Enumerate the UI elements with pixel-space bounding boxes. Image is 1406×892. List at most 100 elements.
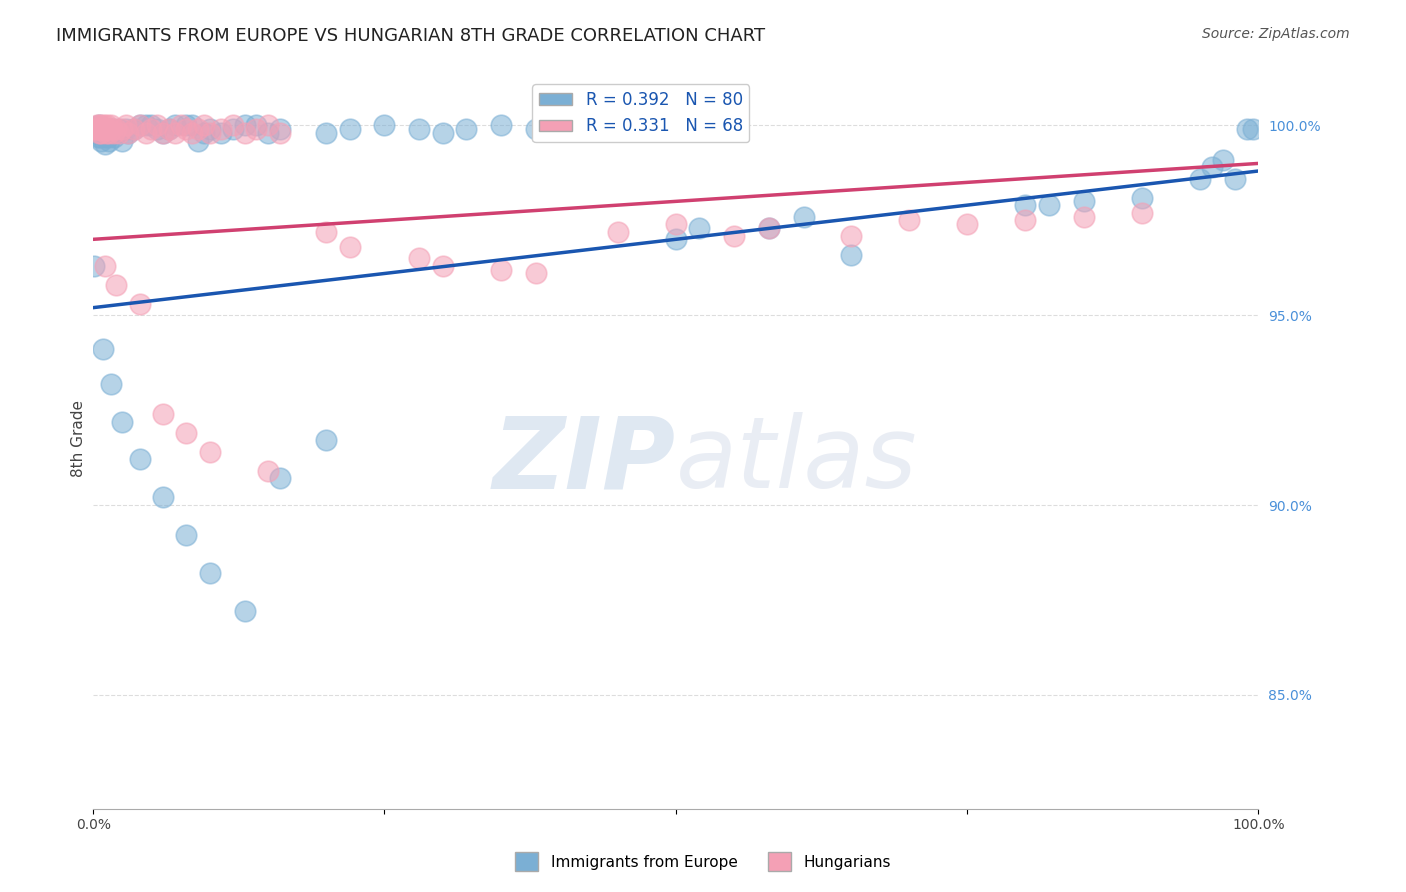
Point xyxy=(489,262,512,277)
Point xyxy=(128,452,150,467)
Point xyxy=(339,240,361,254)
Text: atlas: atlas xyxy=(676,412,917,509)
Point xyxy=(315,126,337,140)
Point xyxy=(101,122,124,136)
Point xyxy=(141,122,163,136)
Legend: R = 0.392   N = 80, R = 0.331   N = 68: R = 0.392 N = 80, R = 0.331 N = 68 xyxy=(533,84,749,142)
Point xyxy=(152,491,174,505)
Point xyxy=(94,259,117,273)
Point xyxy=(176,122,198,136)
Point xyxy=(1189,171,1212,186)
Point xyxy=(1201,160,1223,174)
Point xyxy=(181,119,204,133)
Point xyxy=(146,119,169,133)
Point xyxy=(146,122,169,136)
Point xyxy=(222,119,245,133)
Point xyxy=(209,126,232,140)
Y-axis label: 8th Grade: 8th Grade xyxy=(72,401,86,477)
Point xyxy=(187,134,209,148)
Point xyxy=(96,122,118,136)
Point xyxy=(87,122,110,136)
Point xyxy=(141,119,163,133)
Point xyxy=(245,119,267,133)
Point xyxy=(108,126,131,140)
Point xyxy=(1014,198,1036,212)
Point xyxy=(793,210,815,224)
Point xyxy=(84,122,107,136)
Point xyxy=(111,134,134,148)
Text: Source: ZipAtlas.com: Source: ZipAtlas.com xyxy=(1202,27,1350,41)
Point xyxy=(135,119,157,133)
Point xyxy=(114,119,136,133)
Point xyxy=(103,126,125,140)
Point xyxy=(105,126,128,140)
Point xyxy=(86,119,108,133)
Point xyxy=(157,122,180,136)
Point xyxy=(94,126,117,140)
Point xyxy=(1223,171,1246,186)
Point xyxy=(87,126,110,140)
Point xyxy=(111,415,134,429)
Point xyxy=(269,471,291,485)
Point xyxy=(87,129,110,144)
Point xyxy=(93,119,115,133)
Point xyxy=(1130,206,1153,220)
Point xyxy=(103,129,125,144)
Point xyxy=(122,122,145,136)
Point xyxy=(87,119,110,133)
Point xyxy=(122,122,145,136)
Point xyxy=(269,122,291,136)
Point xyxy=(432,259,454,273)
Point xyxy=(956,217,979,231)
Point xyxy=(1212,153,1234,167)
Point xyxy=(169,119,191,133)
Point xyxy=(181,126,204,140)
Point xyxy=(93,122,115,136)
Point xyxy=(198,445,221,459)
Point xyxy=(1014,213,1036,227)
Point xyxy=(233,126,256,140)
Point xyxy=(90,122,112,136)
Point xyxy=(524,122,547,136)
Point xyxy=(198,126,221,140)
Point xyxy=(105,277,128,292)
Point xyxy=(688,221,710,235)
Point xyxy=(94,137,117,152)
Point xyxy=(257,119,280,133)
Point xyxy=(152,126,174,140)
Point xyxy=(257,464,280,478)
Point xyxy=(97,122,120,136)
Point xyxy=(98,126,121,140)
Point xyxy=(90,119,112,133)
Point xyxy=(315,434,337,448)
Point xyxy=(89,126,111,140)
Point xyxy=(89,122,111,136)
Point xyxy=(606,225,628,239)
Point xyxy=(758,221,780,235)
Point xyxy=(87,126,110,140)
Point xyxy=(839,247,862,261)
Point xyxy=(176,119,198,133)
Point xyxy=(111,122,134,136)
Point xyxy=(90,126,112,140)
Point xyxy=(489,119,512,133)
Point xyxy=(86,126,108,140)
Point xyxy=(163,126,186,140)
Point xyxy=(86,122,108,136)
Point xyxy=(98,134,121,148)
Point xyxy=(665,217,688,231)
Point xyxy=(209,122,232,136)
Point xyxy=(128,297,150,311)
Point xyxy=(94,129,117,144)
Point xyxy=(117,126,139,140)
Point xyxy=(87,122,110,136)
Point xyxy=(758,221,780,235)
Point xyxy=(117,126,139,140)
Point xyxy=(408,252,430,266)
Point xyxy=(187,122,209,136)
Point xyxy=(90,134,112,148)
Point xyxy=(665,232,688,246)
Text: ZIP: ZIP xyxy=(492,412,676,509)
Point xyxy=(128,119,150,133)
Point xyxy=(135,126,157,140)
